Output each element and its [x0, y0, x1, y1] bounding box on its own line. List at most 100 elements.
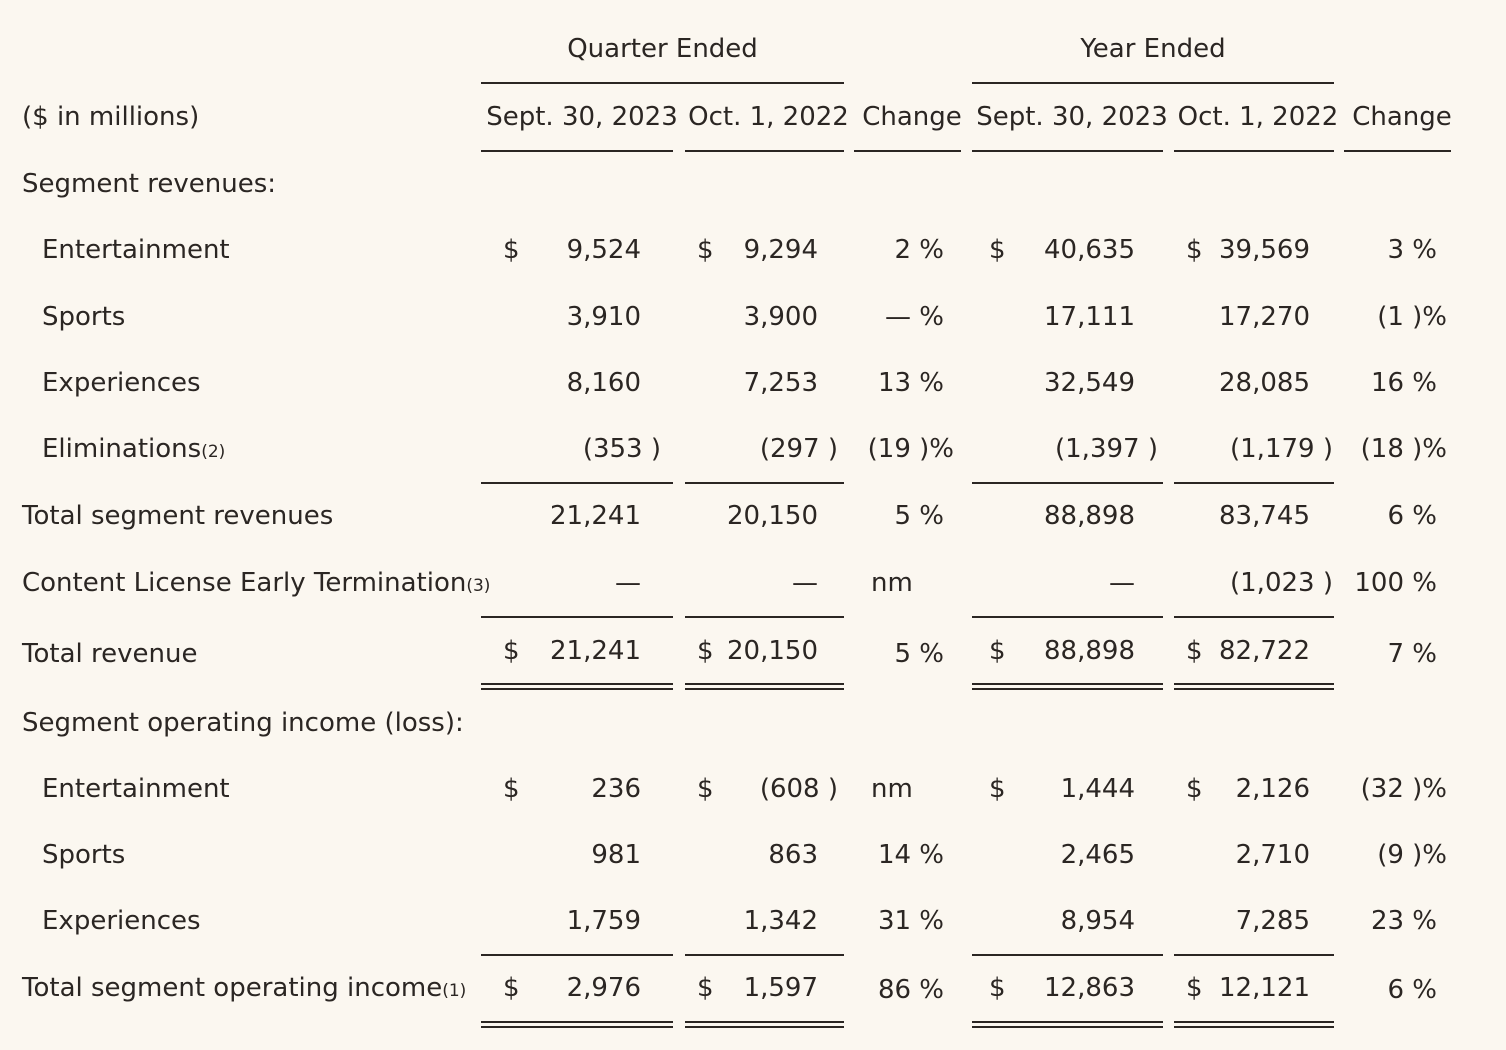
table-cell: 13 % — [877, 368, 944, 398]
table-cell: 17,270 — [1219, 302, 1310, 332]
table-cell: 2,710 — [1235, 840, 1310, 870]
table-cell: 23 % — [1370, 906, 1437, 936]
table-cell: 16 % — [1370, 368, 1437, 398]
table-cell: 7,253 — [743, 368, 818, 398]
table-cell: 82,722 — [1219, 636, 1310, 666]
currency-symbol: $ — [697, 973, 714, 1003]
footnote-marker: (2) — [201, 442, 226, 462]
footnote-marker: (1) — [442, 981, 467, 1001]
divider — [1174, 150, 1334, 152]
table-cell: 28,085 — [1219, 368, 1310, 398]
currency-symbol: $ — [503, 235, 520, 265]
table-cell: (18 )% — [1360, 434, 1447, 464]
divider — [1344, 150, 1451, 152]
table-cell: 40,635 — [1044, 235, 1135, 265]
currency-symbol: $ — [989, 235, 1006, 265]
currency-symbol: $ — [989, 973, 1006, 1003]
table-cell: nm — [871, 774, 913, 804]
row-label: Eliminations(2) — [42, 434, 226, 464]
table-cell: 7 % — [1387, 639, 1437, 669]
table-cell: 17,111 — [1044, 302, 1135, 332]
currency-symbol: $ — [1186, 774, 1203, 804]
divider — [481, 82, 844, 84]
divider — [972, 82, 1334, 84]
divider — [1174, 482, 1334, 484]
table-cell: 5 % — [894, 639, 944, 669]
divider — [481, 954, 673, 956]
divider — [1174, 616, 1334, 618]
year-ended-header: Year Ended — [1080, 34, 1226, 64]
row-label: Total revenue — [22, 639, 198, 669]
table-cell: 20,150 — [727, 636, 818, 666]
table-cell: nm — [871, 568, 913, 598]
table-cell: 3,900 — [743, 302, 818, 332]
table-cell: 1,444 — [1060, 774, 1135, 804]
double-rule — [481, 1021, 673, 1028]
table-cell: 8,160 — [566, 368, 641, 398]
table-cell: 21,241 — [550, 636, 641, 666]
table-cell: 14 % — [877, 840, 944, 870]
table-cell: 981 — [591, 840, 641, 870]
table-cell: 3 % — [1387, 235, 1437, 265]
table-cell: (32 )% — [1360, 774, 1447, 804]
table-cell: 8,954 — [1060, 906, 1135, 936]
divider — [854, 150, 961, 152]
table-cell: 2 % — [894, 235, 944, 265]
row-label: Entertainment — [42, 235, 230, 265]
currency-symbol: $ — [503, 774, 520, 804]
section-title-operating: Segment operating income (loss): — [22, 708, 464, 738]
table-cell: 100 % — [1354, 568, 1437, 598]
double-rule — [685, 683, 844, 690]
table-cell: (608 ) — [759, 774, 838, 804]
double-rule — [972, 683, 1163, 690]
divider — [685, 954, 844, 956]
table-cell: — — [615, 568, 641, 598]
currency-symbol: $ — [989, 636, 1006, 666]
double-rule — [1174, 1021, 1334, 1028]
column-header: Sept. 30, 2023 — [486, 102, 678, 132]
table-cell: (1 )% — [1377, 302, 1447, 332]
column-header: Change — [1352, 102, 1452, 132]
table-cell: 236 — [591, 774, 641, 804]
column-header: Oct. 1, 2022 — [688, 102, 849, 132]
table-cell: 1,759 — [566, 906, 641, 936]
currency-symbol: $ — [989, 774, 1006, 804]
column-header: Sept. 30, 2023 — [976, 102, 1168, 132]
currency-symbol: $ — [697, 235, 714, 265]
table-cell: 5 % — [894, 501, 944, 531]
table-cell: 2,126 — [1235, 774, 1310, 804]
currency-symbol: $ — [697, 774, 714, 804]
currency-symbol: $ — [1186, 235, 1203, 265]
currency-symbol: $ — [1186, 973, 1203, 1003]
row-label: Experiences — [42, 906, 201, 936]
table-cell: 7,285 — [1235, 906, 1310, 936]
table-cell: 86 % — [877, 975, 944, 1005]
row-label: Content License Early Termination(3) — [22, 568, 491, 598]
double-rule — [1174, 683, 1334, 690]
quarter-ended-header: Quarter Ended — [567, 34, 758, 64]
table-cell: 1,597 — [743, 973, 818, 1003]
table-cell: — — [792, 568, 818, 598]
row-label: Sports — [42, 302, 126, 332]
table-cell: 2,976 — [566, 973, 641, 1003]
currency-symbol: $ — [503, 636, 520, 666]
table-cell: 9,294 — [743, 235, 818, 265]
units-label: ($ in millions) — [22, 102, 200, 132]
table-cell: 88,898 — [1044, 501, 1135, 531]
divider — [481, 482, 673, 484]
section-title-revenues: Segment revenues: — [22, 169, 277, 199]
table-cell: 1,342 — [743, 906, 818, 936]
table-cell: 20,150 — [727, 501, 818, 531]
table-cell: 6 % — [1387, 975, 1437, 1005]
row-label: Total segment revenues — [22, 501, 334, 531]
currency-symbol: $ — [1186, 636, 1203, 666]
table-cell: — — [1109, 568, 1135, 598]
table-cell: 39,569 — [1219, 235, 1310, 265]
table-cell: 12,863 — [1044, 973, 1135, 1003]
table-cell: — % — [885, 302, 944, 332]
table-cell: 12,121 — [1219, 973, 1310, 1003]
table-cell: (1,023 ) — [1230, 568, 1333, 598]
table-cell: 9,524 — [566, 235, 641, 265]
table-cell: (19 )% — [867, 434, 954, 464]
row-label: Entertainment — [42, 774, 230, 804]
